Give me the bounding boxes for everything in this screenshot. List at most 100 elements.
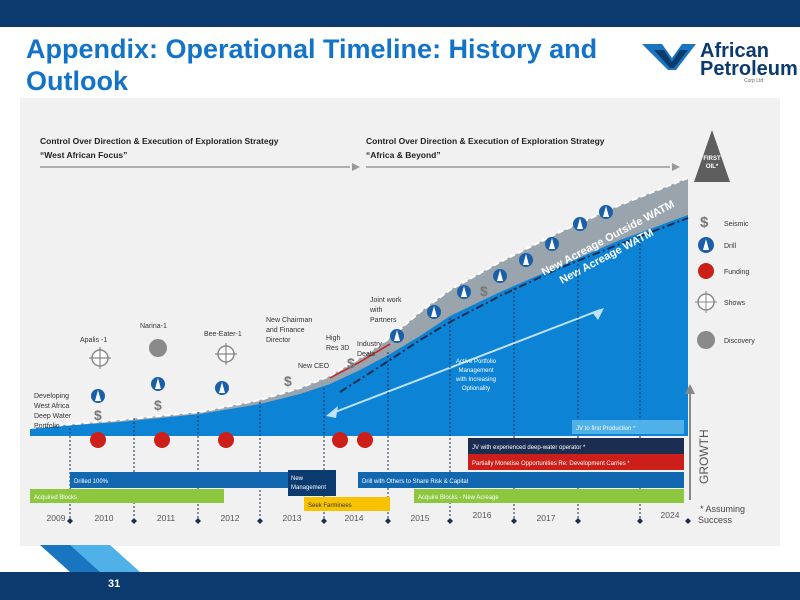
funding-icon — [357, 432, 373, 448]
logo-text: African Petroleum — [700, 41, 798, 80]
jointwork-line3: Partners — [370, 317, 397, 324]
bar-drilled-label: Drilled 100% — [74, 479, 109, 485]
bar-acquired — [30, 489, 224, 503]
bar-drill-others-label: Drill with Others to Share Risk & Capita… — [362, 479, 468, 485]
strategy-left-line1: Control Over Direction & Execution of Ex… — [40, 136, 279, 146]
legend-shows-label: Shows — [724, 300, 746, 307]
highres-line2: Res 3D — [326, 345, 349, 352]
legend: $ Seismic Drill Funding Shows Discovery — [695, 214, 755, 349]
drill-icon — [457, 285, 471, 299]
growth-arrow — [685, 384, 695, 500]
bar-acquire-new — [414, 489, 684, 503]
bar-jv-first-label: JV to first Production * — [576, 426, 636, 432]
outline-dashed — [29, 177, 689, 429]
jointwork-line2: with — [369, 307, 383, 314]
legend-discovery-icon — [697, 331, 715, 349]
bar-new-mgmt-line1: New — [291, 476, 304, 482]
funding-dots — [90, 432, 373, 448]
seismic-icon: $ — [480, 283, 488, 299]
beeeater-label: Bee-Eater-1 — [204, 331, 242, 338]
year-label: 2013 — [283, 513, 302, 523]
assuming-line1: * Assuming — [700, 504, 745, 514]
developing-line4: Portfolio — [34, 423, 60, 430]
year-label: 2010 — [95, 513, 114, 523]
apalis-label: Apalis -1 — [80, 337, 107, 344]
developing-line1: Developing — [34, 393, 69, 400]
drill-icons — [91, 205, 613, 403]
bar-drilled — [70, 472, 326, 488]
shows-icon — [89, 347, 111, 369]
chairman-line1: New Chairman — [266, 317, 312, 324]
drill-icon — [573, 217, 587, 231]
active-line3: with Increasing — [455, 377, 496, 383]
seismic-icon: $ — [94, 407, 102, 423]
slide-title: Appendix: Operational Timeline: History … — [26, 34, 598, 96]
year-labels: 2009 2010 2011 2012 2013 2014 2015 2016 … — [47, 510, 680, 523]
strategy-right-line1: Control Over Direction & Execution of Ex… — [366, 136, 605, 146]
drill-icon — [427, 305, 441, 319]
bar-jv-first — [572, 420, 684, 434]
bar-seek-label: Seek Farminees — [308, 503, 352, 509]
drill-icon — [91, 389, 105, 403]
developing-line3: Deep Water — [34, 413, 72, 420]
chairman-line2: and Finance — [266, 327, 305, 334]
top-bar — [0, 0, 800, 27]
legend-discovery-label: Discovery — [724, 338, 755, 345]
year-label: 2012 — [221, 513, 240, 523]
active-line2: Management — [458, 368, 493, 374]
bar-partially-label: Partially Monetise Opportunities Re: Dev… — [472, 461, 630, 467]
seismic-icon: $ — [347, 355, 355, 371]
logo-line2: Petroleum — [700, 58, 798, 80]
bar-new-mgmt — [288, 470, 336, 496]
funding-icon — [154, 432, 170, 448]
drill-icon — [519, 253, 533, 267]
strategy-arrows — [40, 163, 680, 171]
page-number: 31 — [108, 578, 121, 590]
company-logo — [642, 44, 696, 70]
legend-seismic-label: Seismic — [724, 221, 749, 228]
strategy-left-line2: “West African Focus” — [40, 150, 127, 160]
funding-icon — [218, 432, 234, 448]
legend-shows-icon — [695, 291, 717, 313]
first-oil-line2: OIL* — [706, 164, 719, 170]
year-label: 2009 — [47, 513, 66, 523]
discovery-icon — [149, 339, 167, 357]
industry-line2: Deals — [357, 351, 375, 358]
seismic-icons: $ $ $ $ $ — [94, 283, 488, 423]
highres-line1: High — [326, 335, 341, 342]
seismic-icon: $ — [154, 397, 162, 413]
legend-drill-label: Drill — [724, 243, 736, 250]
drill-icon — [215, 381, 229, 395]
legend-seismic-icon: $ — [700, 214, 709, 231]
drill-icon — [599, 205, 613, 219]
year-label: 2024 — [661, 510, 680, 520]
funding-icon — [332, 432, 348, 448]
outline-base — [329, 343, 391, 379]
active-line4: Optionality — [462, 386, 490, 392]
strategy-right-line2: “Africa & Beyond” — [366, 150, 441, 160]
drill-icon — [151, 377, 165, 391]
bar-new-mgmt-line2: Management — [291, 485, 326, 491]
narina-label: Narina-1 — [140, 323, 167, 330]
year-diamonds — [67, 518, 691, 524]
active-line1: Active Portfolio — [456, 359, 497, 365]
corner-stripes — [40, 545, 140, 572]
bottom-bar — [0, 572, 800, 600]
shows-icon — [215, 343, 237, 365]
year-label: 2015 — [411, 513, 430, 523]
bar-acquire-new-label: Acquire Blocks - New Acreage — [418, 495, 499, 501]
drill-icon — [493, 269, 507, 283]
assuming-line2: Success — [698, 515, 733, 525]
growth-label: GROWTH — [697, 429, 711, 484]
legend-funding-label: Funding — [724, 269, 749, 276]
drill-icon — [390, 329, 404, 343]
first-oil-line1: FIRST — [703, 156, 721, 162]
logo-sub: Corp Ltd — [744, 78, 764, 84]
bar-seek — [304, 497, 390, 511]
bar-jv-experienced — [468, 438, 684, 454]
active-portfolio-arrow — [326, 308, 604, 418]
bar-drill-others — [358, 472, 684, 488]
newceo-label: New CEO — [298, 363, 330, 370]
bar-jv-experienced-label: JV with experienced deep-water operator … — [472, 445, 586, 451]
